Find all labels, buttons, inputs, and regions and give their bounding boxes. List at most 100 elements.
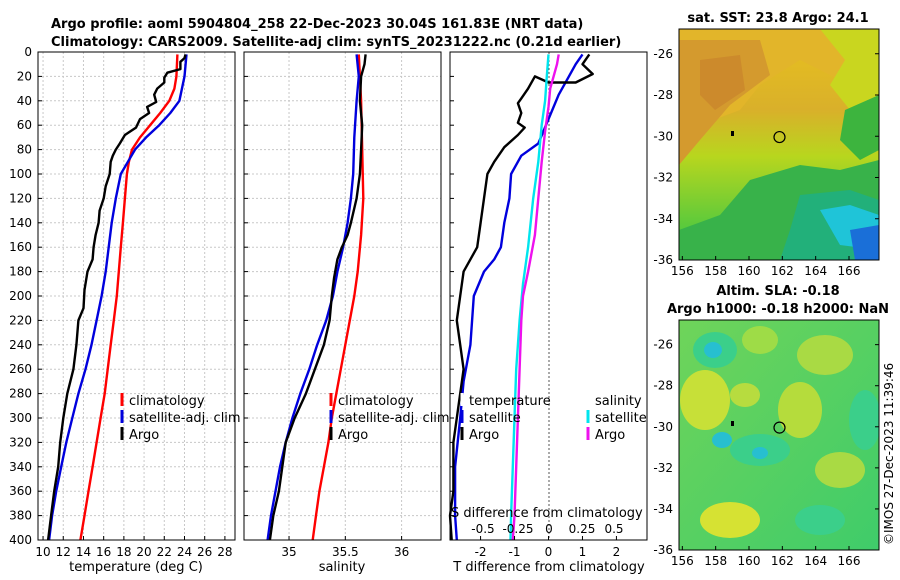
depth-tick-label: 300 — [9, 411, 32, 425]
x-tick-label: 0 — [545, 545, 553, 559]
sst-coast-speck — [731, 131, 734, 136]
x-tick-label: 2 — [613, 545, 621, 559]
legend-label-salinity: salinity — [595, 394, 642, 409]
depth-tick-label: 40 — [17, 94, 32, 108]
depth-tick-label: 0 — [24, 45, 32, 59]
legend-label-temperature: temperature — [469, 394, 551, 409]
sla-high-3 — [730, 383, 760, 407]
sst-map: sat. SST: 23.8 Argo: 24.1 156 158 160 162 16… — [653, 11, 880, 278]
difference-legend-salinity: salinity satellite Argo — [586, 393, 647, 443]
sst-map-ticks: 156 158 160 162 164 166 -26 -28 -30 -32 -34 -36 — [653, 47, 879, 278]
salinity-ticks: 35 35.5 36 — [244, 51, 409, 559]
series-line-argo — [268, 54, 367, 541]
sla-map-title-1: Altim. SLA: -0.18 — [716, 284, 839, 299]
header-line-2: Climatology: CARS2009. Satellite-adj cli… — [51, 35, 621, 50]
legend-label-satellite: satellite-adj. clim — [338, 411, 450, 426]
salinity-panel: 35 35.5 36 salinity climatology satellite-… — [243, 51, 450, 575]
depth-tick-label: 100 — [9, 167, 32, 181]
lon-tick-label: 162 — [771, 554, 794, 568]
salinity-difference-ticks: -0.5 -0.25 0 0.25 0.5 — [471, 522, 623, 536]
x-tick-label: 24 — [177, 545, 192, 559]
sla-map-title-2: Argo h1000: -0.18 h2000: NaN — [667, 302, 889, 317]
salinity-legend: climatology satellite-adj. clim Argo — [329, 393, 450, 443]
sla-low-3 — [712, 432, 732, 448]
sla-high-2 — [680, 370, 730, 430]
temperature-panel: 10 12 14 16 18 20 22 24 26 28 temperature (deg C)… — [35, 51, 241, 575]
lat-tick-label: -34 — [653, 502, 673, 516]
lon-tick-label: 166 — [838, 554, 861, 568]
salinity-lines — [266, 54, 367, 541]
sla-high-5 — [778, 382, 822, 438]
legend-label-t-argo: Argo — [469, 428, 499, 443]
series-line-t-satellite — [453, 53, 584, 541]
difference-axes-frame — [449, 51, 648, 541]
lon-tick-label: 156 — [671, 554, 694, 568]
x-tick-label: 18 — [116, 545, 131, 559]
sla-low-6 — [849, 390, 879, 450]
lon-tick-label: 158 — [704, 554, 727, 568]
depth-tick-label: 80 — [17, 143, 32, 157]
x-tick-label: 35 — [281, 545, 296, 559]
sla-map-ticks: 156 158 160 162 164 166 -26 -28 -30 -32 -34 -36 — [653, 338, 879, 568]
lon-tick-label: 162 — [771, 264, 794, 278]
sst-yellow-region — [820, 29, 879, 110]
sla-low-5 — [795, 505, 845, 535]
lon-tick-label: 160 — [738, 264, 761, 278]
lon-tick-label: 166 — [838, 264, 861, 278]
x-tick-label: 35.5 — [332, 545, 359, 559]
lat-tick-label: -30 — [653, 129, 673, 143]
series-line-climatology — [79, 54, 179, 541]
x-tick-label: 22 — [157, 545, 172, 559]
legend-label-climatology: climatology — [338, 394, 414, 409]
x-tick-label: 14 — [76, 545, 91, 559]
series-line-s-satellite — [509, 54, 550, 541]
temperature-xlabel: temperature (deg C) — [69, 560, 203, 575]
lat-tick-label: -34 — [653, 212, 673, 226]
depth-tick-label: 380 — [9, 509, 32, 523]
lat-tick-label: -36 — [653, 253, 673, 267]
sla-low-4 — [752, 447, 768, 459]
x-tick-label: 36 — [394, 545, 409, 559]
series-line-climatology — [311, 54, 365, 541]
sla-high-6 — [815, 452, 865, 488]
depth-tick-label: 340 — [9, 460, 32, 474]
sst-hot-patch — [700, 55, 745, 110]
sla-high-7 — [700, 502, 760, 538]
lon-tick-label: 158 — [704, 264, 727, 278]
depth-tick-label: 180 — [9, 265, 32, 279]
depth-tick-label: 360 — [9, 484, 32, 498]
x-tick-label: 28 — [217, 545, 232, 559]
lat-tick-label: -28 — [653, 88, 673, 102]
lat-tick-label: -30 — [653, 420, 673, 434]
x-tick-label: 26 — [197, 545, 212, 559]
header-line-1: Argo profile: aoml 5904804_258 22-Dec-20… — [51, 17, 583, 32]
depth-tick-label: 400 — [9, 533, 32, 547]
salinity-difference-label: S difference from climatology — [451, 506, 643, 521]
legend-label-argo: Argo — [129, 428, 159, 443]
imos-timestamp: ©IMOS 27-Dec-2023 11:39:46 — [882, 363, 896, 545]
legend-label-satellite: satellite-adj. clim — [129, 411, 241, 426]
sst-map-title: sat. SST: 23.8 Argo: 24.1 — [687, 11, 868, 26]
x-tick-label: -1 — [509, 545, 521, 559]
difference-ticks: -2 -1 0 1 2 — [450, 51, 621, 559]
x-tick-label: 16 — [96, 545, 111, 559]
x-tick-label: -2 — [475, 545, 487, 559]
series-line-s-argo — [511, 54, 560, 541]
difference-legend-temperature: temperature satellite Argo — [460, 393, 551, 443]
depth-tick-label: 60 — [17, 118, 32, 132]
lat-tick-label: -32 — [653, 171, 673, 185]
depth-tick-labels: 0 20 40 60 80 100 120 140 160 180 200 220 240 260 280 3… — [9, 45, 32, 547]
sla-map: Altim. SLA: -0.18 Argo h1000: -0.18 h200… — [653, 284, 889, 568]
x-tick-label: 1 — [579, 545, 587, 559]
sla-high-4 — [797, 335, 853, 375]
depth-tick-label: 280 — [9, 387, 32, 401]
difference-lines — [448, 53, 594, 541]
salinity-xlabel: salinity — [319, 560, 366, 575]
temperature-ticks: 10 12 14 16 18 20 22 24 26 28 — [35, 51, 233, 559]
lat-tick-label: -36 — [653, 543, 673, 557]
x-tick-label: 10 — [35, 545, 50, 559]
lat-tick-label: -28 — [653, 379, 673, 393]
legend-label-climatology: climatology — [129, 394, 205, 409]
depth-tick-label: 20 — [17, 69, 32, 83]
